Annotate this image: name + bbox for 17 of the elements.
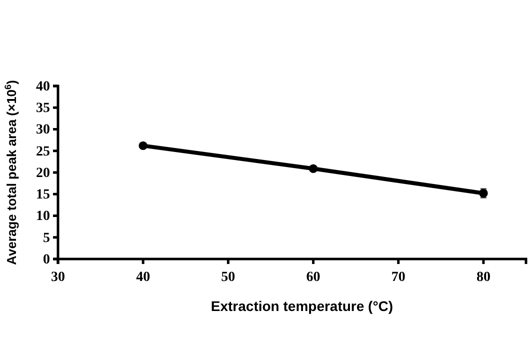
x-tick-label: 60 xyxy=(306,270,320,285)
y-tick-label: 25 xyxy=(36,144,50,160)
y-tick-label: 40 xyxy=(36,79,50,94)
x-tick-label: 50 xyxy=(221,270,236,285)
point xyxy=(138,141,148,150)
x-axis-title: Extraction temperature (°C) xyxy=(210,298,394,314)
x-tick-label: 70 xyxy=(391,270,406,285)
point xyxy=(308,164,318,173)
y-tick-label: 5 xyxy=(43,230,50,246)
y-tick-label: 15 xyxy=(36,188,50,203)
y-tick-label: 20 xyxy=(36,166,50,181)
x-tick-label: 80 xyxy=(476,270,490,285)
y-tick-label: 30 xyxy=(36,122,50,138)
y-tick-label: 0 xyxy=(43,252,50,268)
y-tick-label: 35 xyxy=(36,101,50,116)
x-tick-label: 40 xyxy=(136,270,150,285)
y-tick-label: 10 xyxy=(36,209,50,224)
